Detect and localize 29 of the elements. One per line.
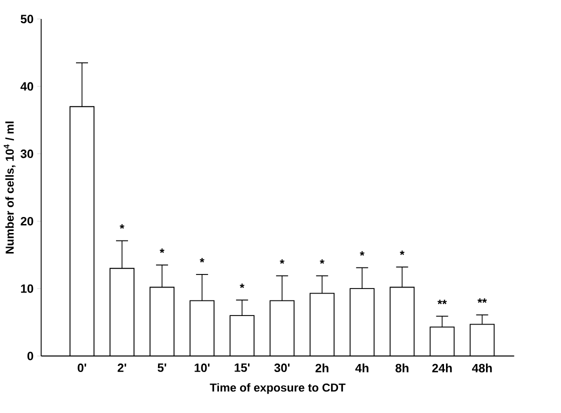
annotation: * [120,224,124,229]
annotation: * [360,251,364,256]
annotation: * [280,259,284,264]
annotation: * [200,258,204,262]
annotation: ** [438,300,447,304]
x-tick-label: 8h [396,364,408,372]
x-tick-label: 4h [355,364,368,372]
y-tick-label: 0 [27,352,34,360]
x-axis-title: Time of exposure to CDT [210,383,346,394]
x-tick-label: 2' [118,364,126,372]
x-tick-label: 15' [234,364,250,372]
annotation: * [160,248,164,254]
annotation: * [240,284,244,288]
annotation: * [400,250,404,256]
x-tick-label: 48h [472,364,492,372]
y-tick-label: 50 [20,14,34,24]
x-tick-label: 24h [432,364,452,372]
annotation: ** [478,298,487,303]
y-tick-label: 40 [20,82,34,91]
x-tick-label: 10' [194,364,210,372]
x-tick-label: 30' [274,364,290,372]
y-tick-label: 20 [20,216,34,226]
x-tick-label: 0' [78,364,86,372]
annotation: * [320,259,324,264]
x-tick-label: 5' [158,364,166,372]
y-tick-label: 10 [21,284,34,293]
y-axis-title: Number of cells, 10$^{4}$ / ml [4,122,16,254]
x-tick-label: 2h [316,364,328,372]
y-tick-label: 30 [20,150,34,158]
